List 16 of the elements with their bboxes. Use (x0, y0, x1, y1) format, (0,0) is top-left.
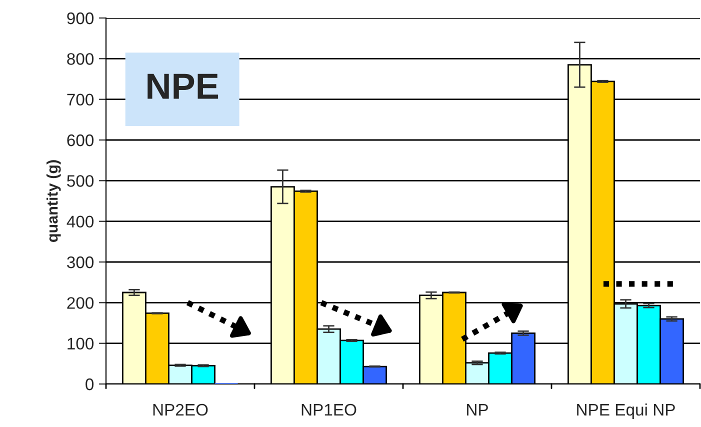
y-axis-title: quantity (g) (46, 160, 61, 242)
x-tick-label: NP1EO (302, 404, 356, 416)
y-tick-label: 900 (67, 12, 94, 24)
y-tick-label: 600 (67, 134, 94, 146)
y-tick-label: 700 (67, 94, 94, 106)
annotation: NPE (148, 74, 218, 99)
y-tick-label: 800 (67, 53, 94, 65)
y-tick-label: 0 (86, 378, 94, 390)
y-tick-label: 100 (68, 338, 94, 350)
y-tick-label: 500 (67, 175, 94, 187)
x-tick-label: NP (467, 404, 488, 416)
y-tick-label: 400 (66, 216, 94, 228)
x-tick-label: NP2EO (153, 404, 208, 416)
y-tick-label: 300 (67, 256, 94, 268)
x-tick-label: NPE Equi NP (577, 403, 675, 419)
y-tick-label: 200 (67, 297, 94, 309)
